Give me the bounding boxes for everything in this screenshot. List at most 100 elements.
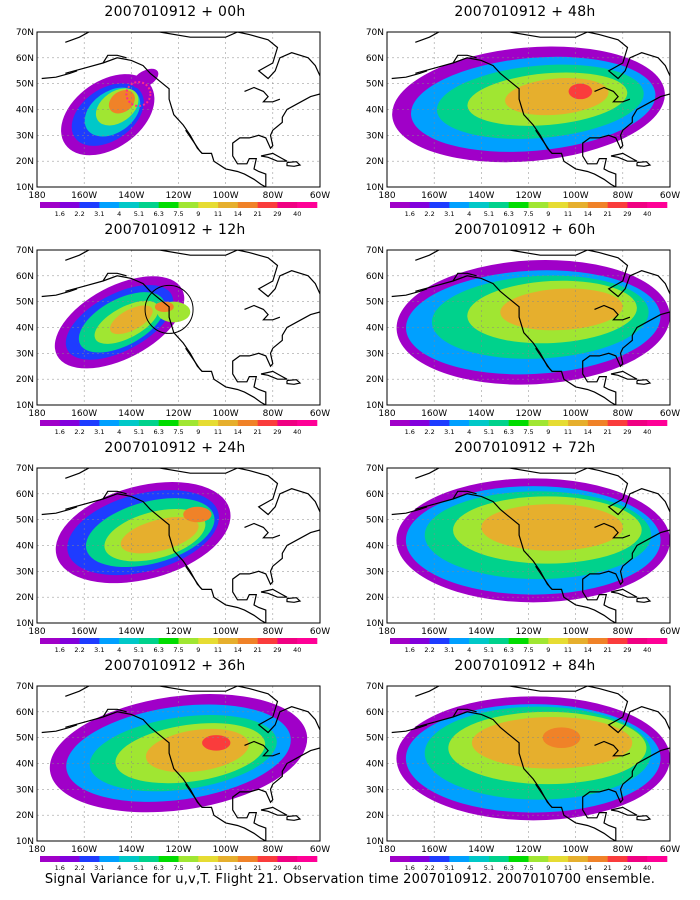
colorbar-swatch — [59, 856, 80, 862]
variance-field — [387, 32, 670, 187]
lat-tick-label: 10N — [16, 837, 34, 847]
lon-tick-label: 180 — [378, 409, 395, 419]
colorbar-swatch — [198, 202, 219, 208]
colorbar-label: 40 — [643, 210, 651, 218]
map-panel-60h: 2007010912 + 60h 70N 60N 50N 40N 30N 20N 10N 180… — [350, 218, 700, 436]
lat-tick-label: 10N — [366, 401, 384, 411]
colorbar-swatch — [469, 420, 490, 426]
coastline — [286, 161, 302, 167]
colorbar-label: 21 — [254, 428, 262, 436]
colorbar-swatch — [607, 202, 628, 208]
map-frame — [386, 685, 671, 842]
colorbar-label: 21 — [604, 646, 612, 654]
colorbar-label: 7.5 — [523, 646, 533, 654]
colorbar-swatch — [79, 856, 100, 862]
coastline — [286, 379, 302, 385]
colorbar-swatch — [528, 856, 549, 862]
colorbar-label: 1.6 — [405, 210, 415, 218]
colorbar-label: 7.5 — [173, 428, 183, 436]
colorbar-label: 6.3 — [154, 646, 164, 654]
coastline — [102, 54, 127, 64]
colorbar-label: 14 — [584, 428, 592, 436]
coastline — [415, 493, 617, 623]
lat-tick-label: 60N — [16, 54, 34, 64]
colorbar-label: 29 — [623, 646, 631, 654]
colorbar-label: 29 — [273, 428, 281, 436]
variance-field — [387, 250, 670, 405]
colorbar-swatch — [138, 420, 160, 426]
coastline — [610, 588, 638, 598]
colorbar-label: 29 — [273, 210, 281, 218]
colorbar-label: 29 — [623, 428, 631, 436]
colorbar-swatch — [277, 202, 298, 208]
colorbar-swatch — [297, 420, 318, 426]
colorbar-label: 11 — [564, 864, 572, 872]
colorbar-label: 7.5 — [523, 428, 533, 436]
colorbar-label: 6.3 — [154, 864, 164, 872]
colorbar-label: 11 — [214, 210, 222, 218]
coastline — [582, 529, 670, 623]
lat-tick-label: 40N — [366, 542, 384, 552]
coastline — [535, 783, 553, 808]
coastline — [452, 54, 477, 64]
colorbar-swatch — [488, 638, 510, 644]
colorbar-swatch — [429, 202, 450, 208]
coastline — [232, 93, 320, 187]
variance-field — [37, 32, 320, 187]
coastline — [185, 347, 203, 372]
lat-tick-label: 60N — [366, 490, 384, 500]
lon-tick-label: 80W — [263, 627, 283, 637]
colorbar-label: 4 — [467, 646, 471, 654]
colorbar-swatch — [40, 638, 61, 644]
colorbar-swatch — [257, 202, 278, 208]
colorbar-label: 3.1 — [94, 428, 104, 436]
map-frame — [36, 685, 321, 842]
colorbar-label: 14 — [234, 210, 242, 218]
colorbar-swatch — [488, 202, 510, 208]
colorbar-swatch — [390, 420, 411, 426]
lat-tick-label: 70N — [366, 682, 384, 692]
colorbar-swatch — [488, 856, 510, 862]
colorbar-label: 2.2 — [74, 428, 84, 436]
coastline — [415, 686, 670, 734]
colorbar-label: 14 — [584, 210, 592, 218]
colorbar-label: 9 — [196, 428, 200, 436]
coastline — [102, 708, 127, 718]
colorbar-label: 4 — [467, 210, 471, 218]
coastline — [594, 522, 631, 539]
colorbar-swatch — [409, 856, 430, 862]
variance-field — [37, 468, 320, 623]
map-frame — [386, 31, 671, 188]
lat-tick-label: 70N — [16, 682, 34, 692]
colorbar-label: 3.1 — [444, 864, 454, 872]
colorbar-label: 21 — [604, 864, 612, 872]
colorbar-label: 14 — [234, 646, 242, 654]
coastline — [415, 275, 617, 405]
colorbar-label: 3.1 — [444, 646, 454, 654]
lat-tick-label: 20N — [366, 593, 384, 603]
panel-title: 2007010912 + 00h — [104, 4, 246, 20]
coastline — [415, 57, 617, 187]
colorbar-swatch — [568, 856, 589, 862]
lon-tick-label: 140W — [118, 845, 144, 855]
colorbar-swatch — [178, 856, 199, 862]
lat-tick-label: 50N — [16, 516, 34, 526]
colorbar-swatch — [237, 420, 258, 426]
colorbar-swatch — [237, 202, 258, 208]
coastline — [636, 379, 652, 385]
coastline — [391, 506, 428, 516]
lat-tick-label: 30N — [16, 349, 34, 359]
coastline — [286, 815, 302, 821]
colorbar-label: 11 — [564, 646, 572, 654]
colorbar-label: 21 — [254, 864, 262, 872]
lat-tick-label: 10N — [366, 837, 384, 847]
colorbar-swatch — [429, 420, 450, 426]
colorbar-swatch — [40, 420, 61, 426]
colorbar-swatch — [297, 638, 318, 644]
colorbar-label: 3.1 — [94, 646, 104, 654]
lon-tick-label: 100W — [563, 409, 589, 419]
colorbar-label: 4 — [117, 646, 121, 654]
colorbar-label: 3.1 — [94, 864, 104, 872]
